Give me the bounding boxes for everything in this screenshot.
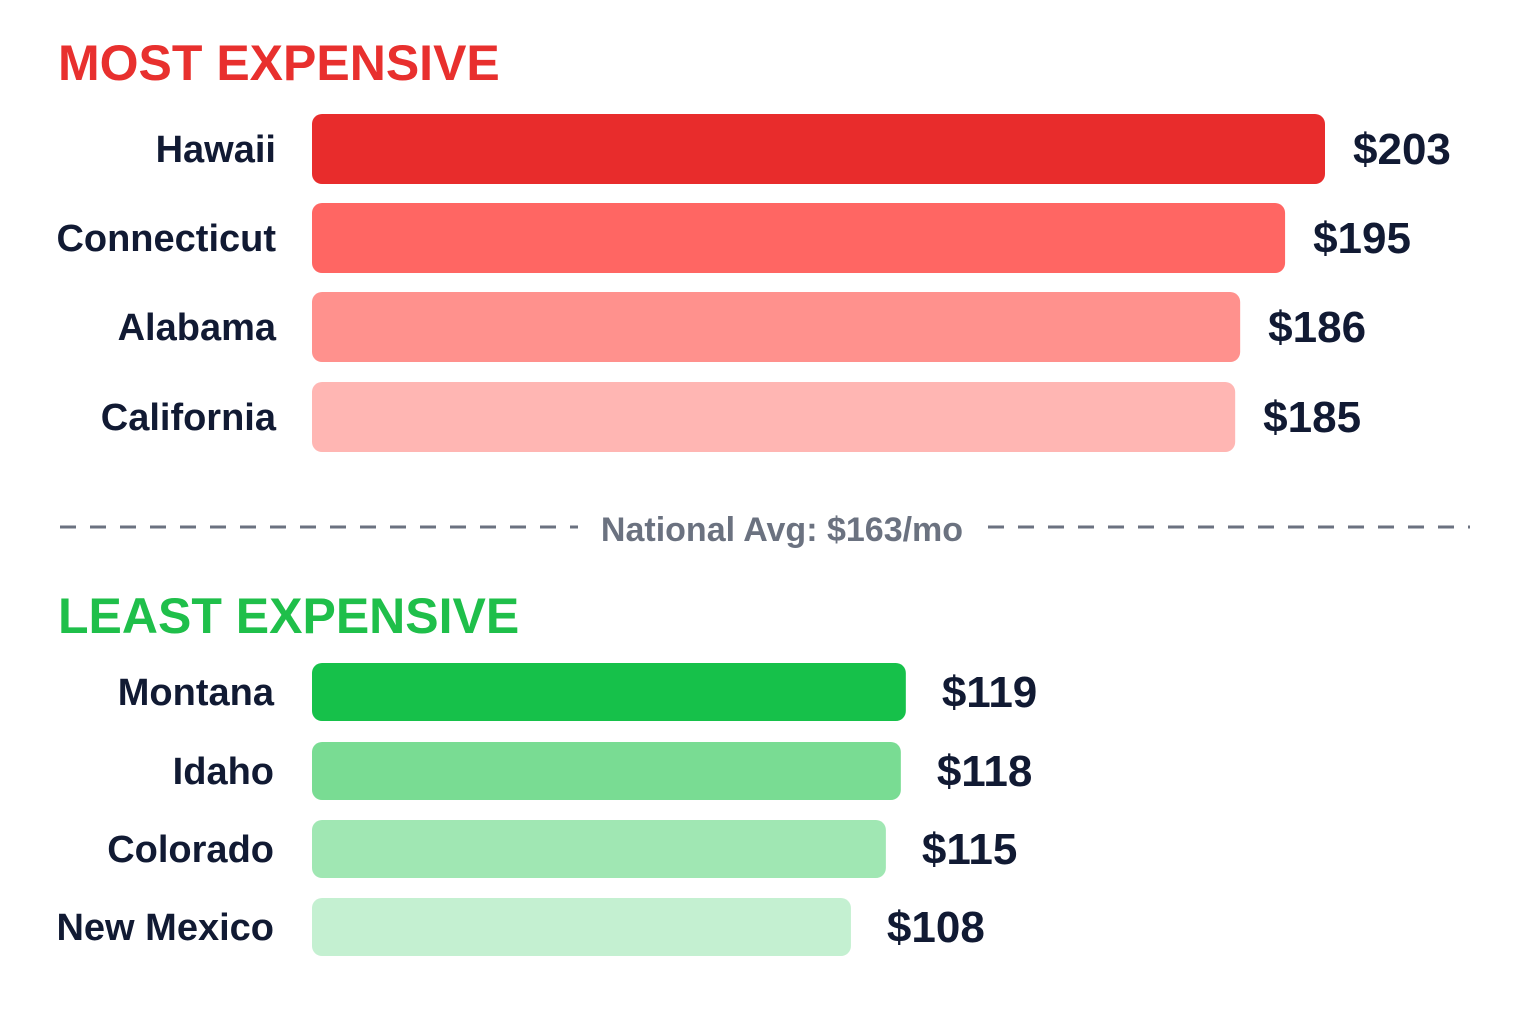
category-label-alabama: Alabama xyxy=(118,307,277,349)
most-expensive-title: MOST EXPENSIVE xyxy=(58,35,500,91)
category-label-hawaii: Hawaii xyxy=(156,129,276,171)
value-label-idaho: $118 xyxy=(937,747,1032,796)
value-label-montana: $119 xyxy=(942,668,1037,717)
national-average-label: National Avg: $163/mo xyxy=(601,511,963,549)
least-bar-idaho xyxy=(312,742,901,800)
most-bar-hawaii xyxy=(312,114,1325,184)
least-expensive-section: LEAST EXPENSIVE Montana $119 Idaho $118 Colo… xyxy=(56,588,1037,956)
value-label-colorado: $115 xyxy=(922,825,1017,874)
national-average-divider: National Avg: $163/mo xyxy=(60,511,1470,549)
value-label-new-mexico: $108 xyxy=(887,903,985,952)
category-label-colorado: Colorado xyxy=(107,829,274,871)
least-expensive-title: LEAST EXPENSIVE xyxy=(58,588,519,644)
least-bar-montana xyxy=(312,663,906,721)
category-label-montana: Montana xyxy=(118,672,275,714)
value-label-hawaii: $203 xyxy=(1353,125,1451,174)
least-bar-colorado xyxy=(312,820,886,878)
category-label-idaho: Idaho xyxy=(173,751,274,793)
category-label-connecticut: Connecticut xyxy=(56,218,276,260)
most-bar-alabama xyxy=(312,292,1241,362)
most-expensive-section: MOST EXPENSIVE Hawaii $203 Connecticut $195… xyxy=(56,35,1451,452)
value-label-alabama: $186 xyxy=(1268,303,1366,352)
most-bar-connecticut xyxy=(312,203,1286,273)
value-label-california: $185 xyxy=(1263,393,1361,442)
category-label-california: California xyxy=(101,397,277,439)
value-label-connecticut: $195 xyxy=(1313,214,1411,263)
most-bar-california xyxy=(312,382,1236,452)
least-bar-new-mexico xyxy=(312,898,851,956)
category-label-new-mexico: New Mexico xyxy=(56,907,274,949)
